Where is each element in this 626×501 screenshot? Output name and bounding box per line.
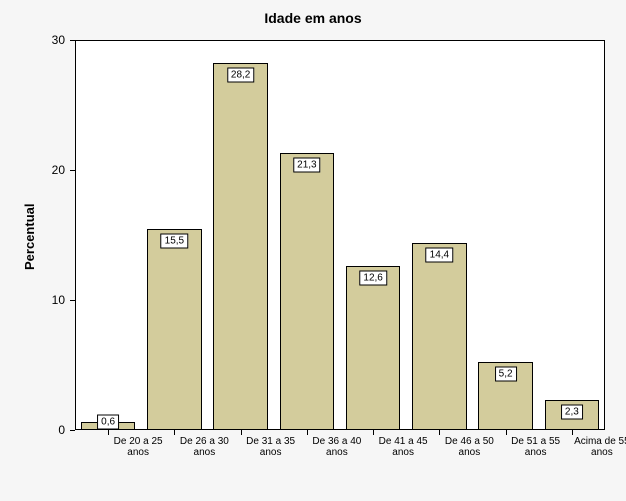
xtick-mark: [307, 430, 308, 435]
ytick-label: 30: [0, 33, 65, 47]
xtick-mark: [572, 430, 573, 435]
xtick-mark: [506, 430, 507, 435]
y-axis-label: Percentual: [22, 204, 37, 270]
bar-value-label: 12,6: [359, 271, 386, 286]
bar-value-label: 2,3: [561, 405, 583, 420]
bar-value-label: 14,4: [426, 247, 453, 262]
ytick-label: 0: [0, 423, 65, 437]
ytick-mark: [70, 430, 75, 431]
ytick-label: 20: [0, 163, 65, 177]
bar-value-label: 28,2: [227, 68, 254, 83]
xtick-mark: [373, 430, 374, 435]
bar: [147, 229, 201, 431]
bar-value-label: 5,2: [495, 367, 517, 382]
bar: [346, 266, 400, 430]
bar-value-label: 15,5: [161, 233, 188, 248]
xtick-mark: [174, 430, 175, 435]
chart-container: Idade em anos Percentual 0,6 15,5 28,2 21,3…: [0, 0, 626, 501]
ytick-mark: [70, 40, 75, 41]
ytick-label: 10: [0, 293, 65, 307]
bar: [213, 63, 267, 430]
bar-value-label: 0,6: [97, 415, 119, 430]
ytick-mark: [70, 300, 75, 301]
xtick-mark: [439, 430, 440, 435]
bar: [412, 243, 466, 430]
bar-value-label: 21,3: [293, 158, 320, 173]
xtick-mark: [241, 430, 242, 435]
chart-title: Idade em anos: [0, 10, 626, 26]
ytick-mark: [70, 170, 75, 171]
bar: [280, 153, 334, 430]
xtick-mark: [108, 430, 109, 435]
